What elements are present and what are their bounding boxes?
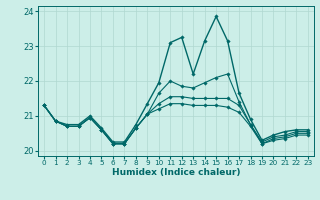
X-axis label: Humidex (Indice chaleur): Humidex (Indice chaleur) <box>112 168 240 177</box>
